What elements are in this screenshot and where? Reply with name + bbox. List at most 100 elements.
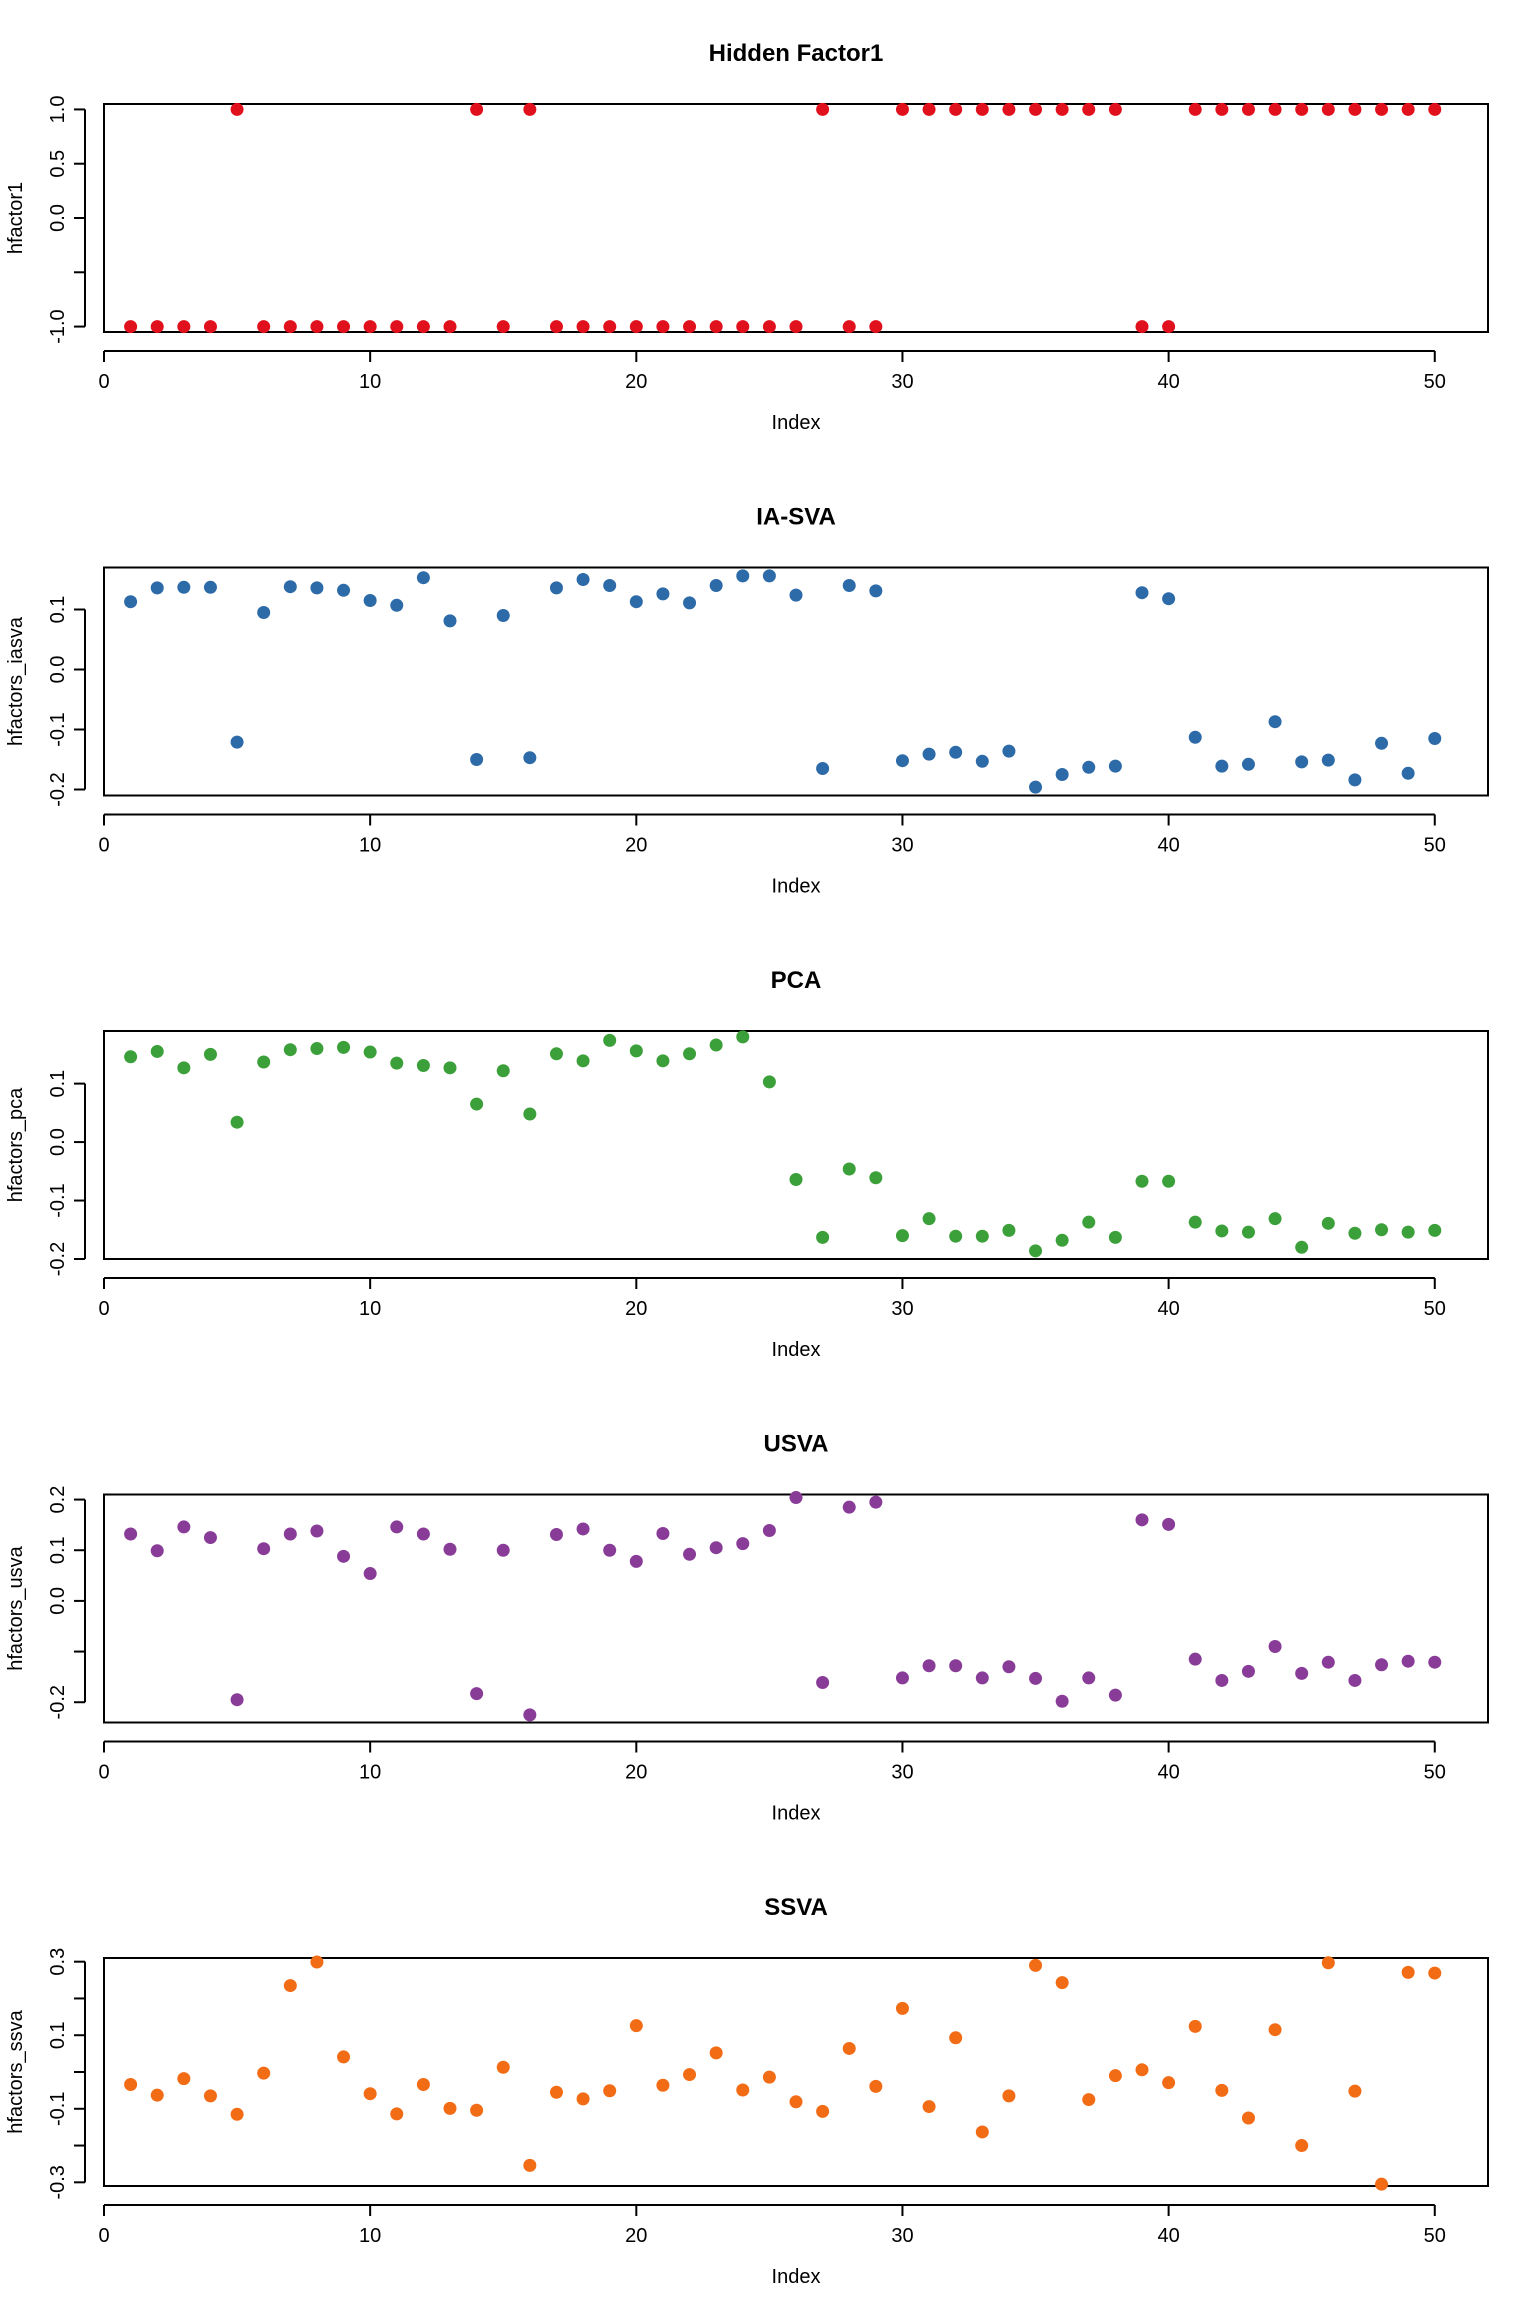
data-point: [1401, 766, 1415, 780]
x-axis-label: Index: [772, 2266, 821, 2288]
data-point: [789, 2095, 803, 2109]
data-point: [1241, 1664, 1255, 1678]
data-point: [629, 1554, 643, 1568]
data-point: [337, 320, 351, 334]
data-point: [124, 595, 138, 609]
data-point: [1241, 1225, 1255, 1239]
x-tick-label: 30: [891, 835, 913, 857]
data-point: [869, 2079, 883, 2093]
data-point: [1348, 2084, 1362, 2098]
data-point: [842, 579, 856, 592]
y-tick-label: 0.1: [47, 2021, 69, 2049]
data-point: [895, 1229, 909, 1243]
data-point: [1375, 102, 1389, 116]
data-point: [363, 320, 377, 334]
data-point: [1002, 102, 1016, 116]
data-point: [683, 1547, 697, 1561]
data-point: [283, 1043, 297, 1057]
data-point: [416, 1527, 430, 1541]
y-tick-label: -0.2: [47, 1685, 69, 1719]
data-point: [816, 102, 830, 116]
data-point: [869, 1171, 883, 1185]
data-point: [1241, 2111, 1255, 2125]
data-point: [283, 320, 297, 334]
data-point: [203, 1047, 217, 1061]
data-point: [124, 320, 138, 334]
data-point: [789, 320, 803, 334]
data-point: [416, 2078, 430, 2092]
chart-panel-5: SSVA 0 10 20 30 40 50 -0.3 -0.1 0.1 0.3 Index hfacto…: [5, 1894, 1489, 2288]
data-point: [1268, 715, 1282, 729]
data-point: [1135, 1174, 1149, 1188]
data-point: [1188, 2019, 1202, 2033]
data-point: [1188, 1215, 1202, 1229]
data-point: [922, 2100, 936, 2114]
data-point: [523, 1708, 537, 1722]
x-axis-label: Index: [772, 876, 821, 898]
data-point: [1082, 2093, 1096, 2107]
data-point: [736, 2083, 750, 2097]
data-point: [549, 581, 563, 595]
data-point: [603, 1033, 617, 1047]
x-tick-label: 10: [359, 1298, 381, 1320]
data-point: [603, 320, 617, 334]
x-tick-label: 20: [625, 371, 647, 393]
y-tick-label: -0.2: [47, 1242, 69, 1276]
data-point: [1002, 1660, 1016, 1674]
data-point: [203, 1531, 217, 1545]
data-point: [443, 614, 457, 628]
data-point: [1108, 102, 1122, 116]
data-point: [1188, 730, 1202, 744]
y-tick-label: -1.0: [47, 309, 69, 343]
x-tick-label: 0: [98, 1298, 109, 1320]
chart-panel-4: USVA 0 10 20 30 40 50 -0.2 0.0 0.1 0.2 Index hfactor…: [5, 1431, 1489, 1825]
data-point: [762, 1075, 776, 1089]
data-point: [203, 2089, 217, 2103]
data-point: [576, 573, 590, 586]
data-point: [1055, 1976, 1069, 1990]
data-point: [470, 102, 484, 116]
data-point: [1401, 1965, 1415, 1979]
data-point: [895, 1671, 909, 1685]
data-point: [629, 1044, 643, 1058]
data-point: [1321, 753, 1335, 767]
x-tick-label: 0: [98, 371, 109, 393]
y-tick-label: 0.3: [47, 1948, 69, 1976]
data-point: [576, 1054, 590, 1068]
plot-frame: [103, 1957, 1489, 2187]
data-point: [1428, 732, 1442, 745]
data-point: [1055, 1233, 1069, 1247]
y-tick-label: 1.0: [47, 96, 69, 124]
data-point: [416, 1058, 430, 1072]
x-tick-label: 30: [891, 2225, 913, 2247]
data-point: [177, 580, 191, 594]
data-point: [1188, 1652, 1202, 1666]
data-point: [975, 102, 989, 116]
data-point: [443, 1542, 457, 1556]
data-point: [975, 754, 989, 768]
data-point: [390, 1056, 404, 1070]
data-point: [1162, 592, 1176, 606]
data-point: [603, 2084, 617, 2098]
data-point: [762, 569, 776, 583]
plot-frame: [103, 103, 1489, 333]
chart-title: SSVA: [764, 1894, 828, 1921]
data-point: [390, 598, 404, 612]
data-point: [949, 2031, 963, 2045]
y-tick-label: 0.0: [47, 204, 69, 232]
data-point: [816, 2104, 830, 2118]
data-point: [816, 1230, 830, 1244]
data-point: [150, 1044, 164, 1058]
data-point: [150, 1544, 164, 1558]
data-point: [470, 1097, 484, 1111]
data-point: [150, 320, 164, 334]
plot-frame: [103, 1030, 1489, 1260]
data-point: [363, 2087, 377, 2101]
data-point: [736, 569, 750, 583]
data-point: [1295, 1666, 1309, 1680]
y-tick-label: 0.5: [47, 150, 69, 178]
data-point: [576, 320, 590, 334]
x-tick-label: 10: [359, 1762, 381, 1784]
y-axis-label: hfactors_iasva: [5, 616, 27, 746]
data-point: [230, 1693, 244, 1707]
